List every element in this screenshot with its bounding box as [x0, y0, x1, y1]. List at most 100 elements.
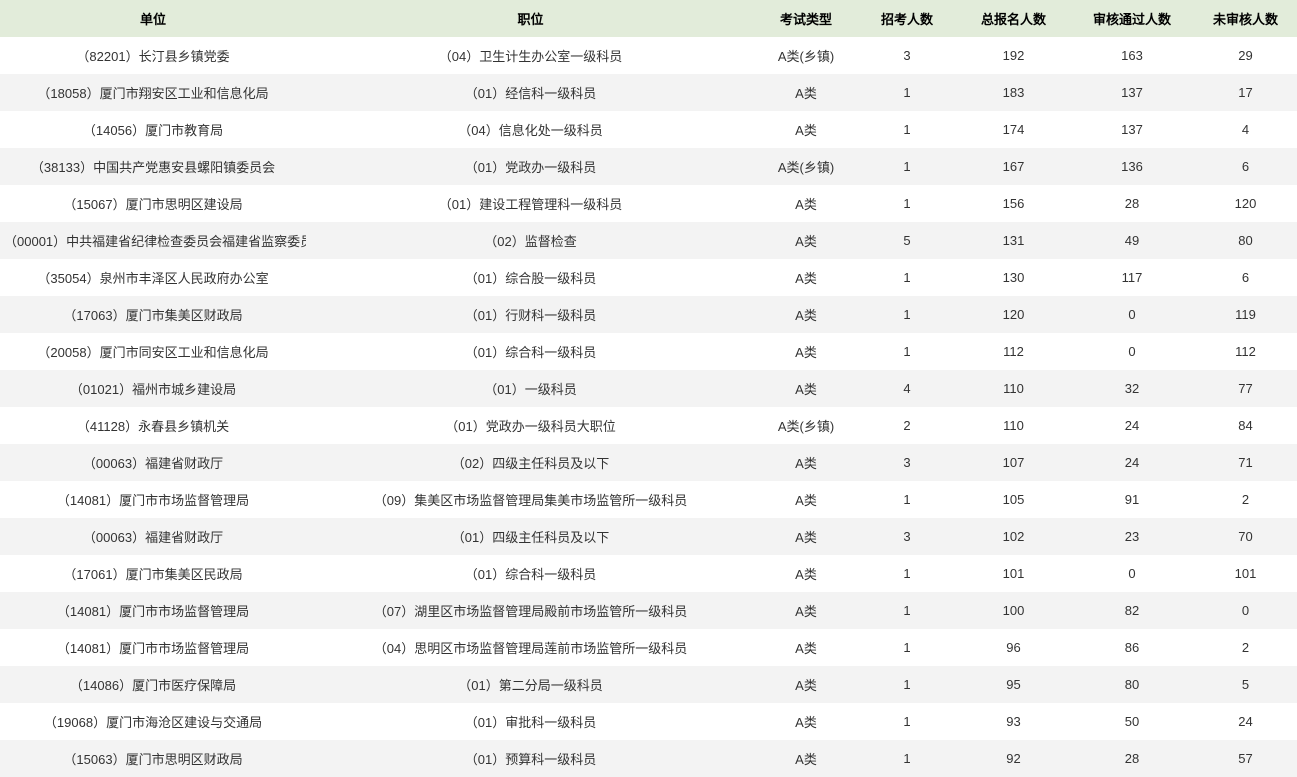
cell-unit: （17063）厦门市集美区财政局: [0, 296, 306, 333]
table-row: （14081）厦门市市场监督管理局（04）思明区市场监督管理局莲前市场监管所一级…: [0, 629, 1297, 666]
cell-pending: 70: [1194, 518, 1297, 555]
table-row: （82201）长汀县乡镇党委（04）卫生计生办公室一级科员A类(乡镇)31921…: [0, 37, 1297, 74]
table-row: （14056）厦门市教育局（04）信息化处一级科员A类11741374: [0, 111, 1297, 148]
cell-total: 131: [957, 222, 1070, 259]
table-row: （00063）福建省财政厅（01）四级主任科员及以下A类31022370: [0, 518, 1297, 555]
cell-position: （09）集美区市场监督管理局集美市场监管所一级科员: [306, 481, 755, 518]
cell-pending: 77: [1194, 370, 1297, 407]
cell-recruit: 1: [857, 481, 957, 518]
cell-unit: （17061）厦门市集美区民政局: [0, 555, 306, 592]
cell-position: （02）四级主任科员及以下: [306, 444, 755, 481]
cell-approved: 32: [1070, 370, 1194, 407]
cell-approved: 137: [1070, 111, 1194, 148]
table-row: （35054）泉州市丰泽区人民政府办公室（01）综合股一级科员A类1130117…: [0, 259, 1297, 296]
cell-pending: 6: [1194, 148, 1297, 185]
cell-pending: 17: [1194, 74, 1297, 111]
cell-type: A类: [755, 333, 857, 370]
cell-recruit: 1: [857, 74, 957, 111]
col-header-recruit: 招考人数: [857, 0, 957, 37]
cell-pending: 119: [1194, 296, 1297, 333]
cell-unit: （00001）中共福建省纪律检查委员会福建省监察委员会: [0, 222, 306, 259]
cell-pending: 2: [1194, 629, 1297, 666]
cell-unit: （19068）厦门市海沧区建设与交通局: [0, 703, 306, 740]
cell-total: 105: [957, 481, 1070, 518]
cell-approved: 0: [1070, 333, 1194, 370]
cell-total: 102: [957, 518, 1070, 555]
cell-unit: （41128）永春县乡镇机关: [0, 407, 306, 444]
table-row: （00063）福建省财政厅（02）四级主任科员及以下A类31072471: [0, 444, 1297, 481]
col-header-type: 考试类型: [755, 0, 857, 37]
cell-position: （01）党政办一级科员: [306, 148, 755, 185]
cell-type: A类: [755, 111, 857, 148]
cell-position: （04）思明区市场监督管理局莲前市场监管所一级科员: [306, 629, 755, 666]
cell-position: （07）湖里区市场监督管理局殿前市场监管所一级科员: [306, 592, 755, 629]
cell-pending: 4: [1194, 111, 1297, 148]
cell-approved: 28: [1070, 740, 1194, 777]
cell-recruit: 1: [857, 592, 957, 629]
cell-approved: 91: [1070, 481, 1194, 518]
cell-total: 156: [957, 185, 1070, 222]
cell-position: （01）审批科一级科员: [306, 703, 755, 740]
cell-total: 167: [957, 148, 1070, 185]
table-row: （17063）厦门市集美区财政局（01）行财科一级科员A类11200119: [0, 296, 1297, 333]
cell-total: 112: [957, 333, 1070, 370]
table-row: （41128）永春县乡镇机关（01）党政办一级科员大职位A类(乡镇)211024…: [0, 407, 1297, 444]
cell-recruit: 1: [857, 148, 957, 185]
cell-recruit: 4: [857, 370, 957, 407]
cell-recruit: 1: [857, 259, 957, 296]
cell-approved: 0: [1070, 555, 1194, 592]
cell-total: 101: [957, 555, 1070, 592]
cell-position: （01）预算科一级科员: [306, 740, 755, 777]
cell-unit: （14081）厦门市市场监督管理局: [0, 592, 306, 629]
table-row: （19068）厦门市海沧区建设与交通局（01）审批科一级科员A类1935024: [0, 703, 1297, 740]
cell-pending: 5: [1194, 666, 1297, 703]
cell-approved: 49: [1070, 222, 1194, 259]
cell-total: 92: [957, 740, 1070, 777]
cell-total: 107: [957, 444, 1070, 481]
cell-type: A类: [755, 296, 857, 333]
cell-type: A类: [755, 629, 857, 666]
cell-type: A类: [755, 74, 857, 111]
cell-approved: 82: [1070, 592, 1194, 629]
cell-recruit: 1: [857, 555, 957, 592]
cell-approved: 24: [1070, 407, 1194, 444]
cell-total: 96: [957, 629, 1070, 666]
cell-pending: 84: [1194, 407, 1297, 444]
cell-unit: （35054）泉州市丰泽区人民政府办公室: [0, 259, 306, 296]
cell-approved: 50: [1070, 703, 1194, 740]
cell-unit: （14081）厦门市市场监督管理局: [0, 481, 306, 518]
cell-total: 192: [957, 37, 1070, 74]
col-header-total: 总报名人数: [957, 0, 1070, 37]
cell-pending: 80: [1194, 222, 1297, 259]
cell-recruit: 1: [857, 296, 957, 333]
cell-approved: 80: [1070, 666, 1194, 703]
cell-position: （04）卫生计生办公室一级科员: [306, 37, 755, 74]
cell-type: A类: [755, 703, 857, 740]
table-row: （15067）厦门市思明区建设局（01）建设工程管理科一级科员A类1156281…: [0, 185, 1297, 222]
cell-total: 100: [957, 592, 1070, 629]
cell-approved: 137: [1070, 74, 1194, 111]
cell-type: A类: [755, 185, 857, 222]
cell-approved: 163: [1070, 37, 1194, 74]
cell-pending: 6: [1194, 259, 1297, 296]
cell-position: （01）四级主任科员及以下: [306, 518, 755, 555]
table-row: （14086）厦门市医疗保障局（01）第二分局一级科员A类195805: [0, 666, 1297, 703]
cell-type: A类(乡镇): [755, 148, 857, 185]
cell-total: 120: [957, 296, 1070, 333]
cell-position: （01）综合科一级科员: [306, 555, 755, 592]
cell-unit: （15067）厦门市思明区建设局: [0, 185, 306, 222]
cell-recruit: 3: [857, 37, 957, 74]
cell-position: （04）信息化处一级科员: [306, 111, 755, 148]
cell-type: A类(乡镇): [755, 37, 857, 74]
table-row: （14081）厦门市市场监督管理局（09）集美区市场监督管理局集美市场监管所一级…: [0, 481, 1297, 518]
cell-pending: 57: [1194, 740, 1297, 777]
table-row: （00001）中共福建省纪律检查委员会福建省监察委员会（02）监督检查A类513…: [0, 222, 1297, 259]
table-row: （01021）福州市城乡建设局（01）一级科员A类41103277: [0, 370, 1297, 407]
cell-unit: （00063）福建省财政厅: [0, 444, 306, 481]
cell-total: 93: [957, 703, 1070, 740]
cell-pending: 120: [1194, 185, 1297, 222]
cell-total: 110: [957, 407, 1070, 444]
recruitment-table: 单位 职位 考试类型 招考人数 总报名人数 审核通过人数 未审核人数 （8220…: [0, 0, 1297, 777]
cell-type: A类: [755, 555, 857, 592]
cell-approved: 24: [1070, 444, 1194, 481]
